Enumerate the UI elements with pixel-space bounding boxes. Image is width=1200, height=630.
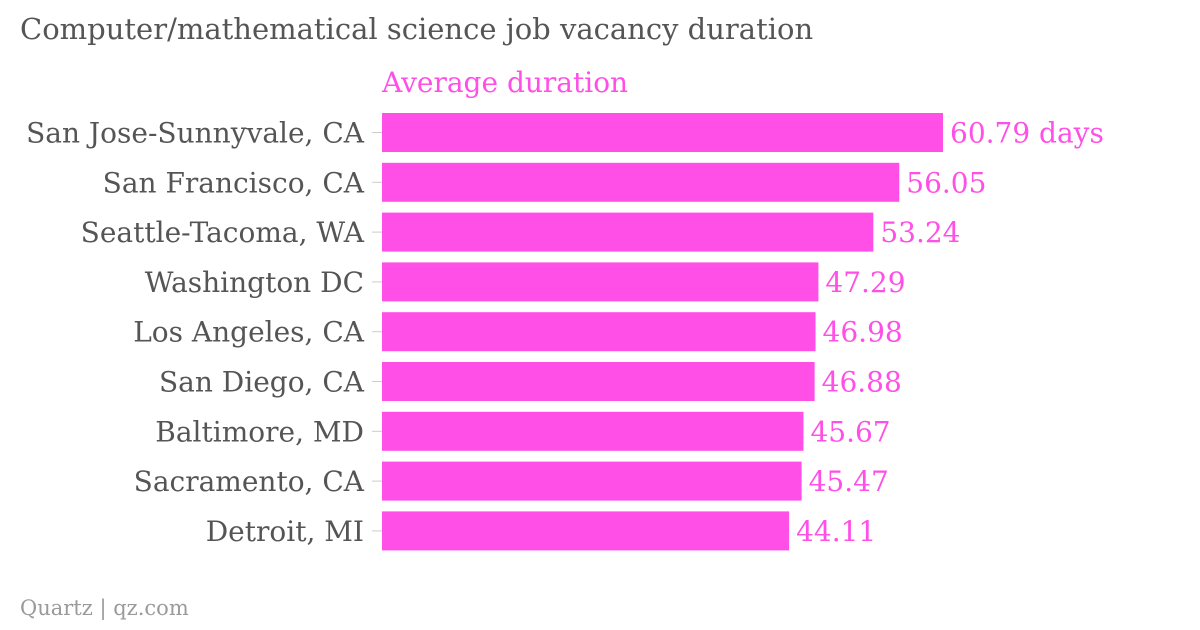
bar (382, 411, 804, 451)
bar (382, 212, 874, 252)
value-label: 47.29 (825, 266, 905, 299)
bar (382, 113, 943, 152)
category-label: Los Angeles, CA (133, 316, 365, 349)
bar (382, 262, 819, 302)
bar (382, 312, 816, 352)
value-label: 46.88 (822, 366, 902, 399)
chart-title: Computer/mathematical science job vacanc… (20, 12, 814, 46)
category-label: Washington DC (145, 266, 364, 299)
legend-average-duration: Average duration (381, 66, 628, 99)
category-label: Seattle-Tacoma, WA (81, 216, 365, 249)
bar (382, 461, 802, 501)
value-label: 56.05 (906, 166, 986, 199)
value-label: 53.24 (880, 216, 960, 249)
value-label: 60.79 days (950, 117, 1104, 150)
category-label: San Francisco, CA (103, 166, 365, 199)
value-label: 46.98 (823, 316, 903, 349)
value-label: 44.11 (796, 515, 876, 548)
category-label: San Diego, CA (159, 366, 365, 399)
category-label: Baltimore, MD (155, 415, 364, 448)
bar (382, 162, 900, 202)
value-label: 45.47 (809, 465, 889, 498)
source-credit: Quartz | qz.com (20, 596, 189, 620)
bar (382, 511, 790, 551)
category-label: Sacramento, CA (134, 465, 365, 498)
bar (382, 362, 815, 401)
category-label: Detroit, MI (206, 515, 364, 548)
category-label: San Jose-Sunnyvale, CA (26, 117, 365, 150)
value-label: 45.67 (810, 415, 890, 448)
